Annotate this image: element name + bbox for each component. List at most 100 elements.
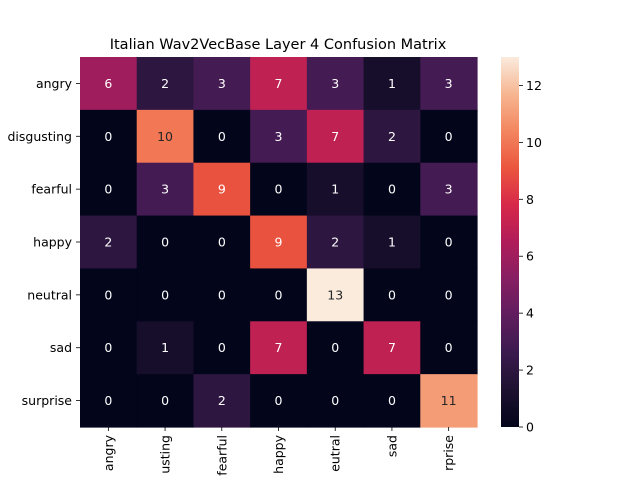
heatmap-cell bbox=[363, 109, 421, 164]
x-tick-label: sad bbox=[384, 435, 399, 457]
x-tick-label: usting bbox=[158, 435, 173, 474]
heatmap-cell bbox=[80, 57, 138, 111]
colorbar: 0 2 4 6 8 10 12 bbox=[501, 57, 542, 435]
x-tick-label: angry bbox=[101, 434, 116, 471]
heatmap-cell bbox=[80, 321, 138, 375]
cell-value-label: 2 bbox=[161, 76, 169, 91]
heatmap-cell bbox=[80, 162, 138, 217]
heatmap-cell bbox=[363, 374, 421, 428]
heatmap-cell bbox=[250, 374, 308, 428]
cell-value-label: 6 bbox=[104, 76, 112, 91]
colorbar-tick-label: 0 bbox=[526, 420, 534, 435]
cell-value-label: 0 bbox=[104, 287, 112, 302]
cell-value-label: 0 bbox=[275, 287, 283, 302]
colorbar-tick-label: 8 bbox=[526, 192, 534, 207]
heatmap-cell bbox=[193, 57, 251, 111]
heatmap-cell bbox=[420, 321, 478, 375]
cell-value-label: 2 bbox=[104, 235, 112, 250]
cell-value-label: 7 bbox=[331, 129, 339, 144]
y-tick-label: happy bbox=[33, 235, 72, 250]
cell-value-label: 13 bbox=[327, 287, 343, 302]
cell-value-label: 7 bbox=[275, 76, 283, 91]
cell-value-label: 1 bbox=[388, 76, 396, 91]
heatmap-cell bbox=[193, 268, 251, 322]
heatmap-cell bbox=[363, 268, 421, 322]
heatmap-cell bbox=[363, 162, 421, 217]
cell-value-label: 10 bbox=[157, 129, 173, 144]
heatmap-cell bbox=[420, 109, 478, 164]
heatmap-cell bbox=[420, 268, 478, 322]
cell-value-label: 0 bbox=[161, 393, 169, 408]
cell-value-label: 3 bbox=[445, 76, 453, 91]
cell-value-label: 0 bbox=[331, 393, 339, 408]
y-axis-ticks: angry disgusting fearful happy neutral sad sur… bbox=[7, 76, 80, 408]
heatmap-cell bbox=[193, 374, 251, 428]
cell-value-label: 0 bbox=[161, 235, 169, 250]
cell-value-label: 0 bbox=[161, 287, 169, 302]
y-tick-label: angry bbox=[36, 76, 73, 91]
colorbar-tick-label: 4 bbox=[526, 306, 534, 321]
heatmap-cell bbox=[250, 321, 308, 375]
heatmap-cell bbox=[193, 321, 251, 375]
heatmap-cell bbox=[136, 374, 195, 428]
colorbar-tick-label: 2 bbox=[526, 363, 534, 378]
cell-value-label: 3 bbox=[331, 76, 339, 91]
heatmap-cell bbox=[420, 162, 478, 217]
heatmap-cell bbox=[363, 57, 421, 111]
heatmap-cell bbox=[136, 215, 195, 270]
y-tick-label: surprise bbox=[22, 393, 73, 408]
cell-value-label: 0 bbox=[104, 340, 112, 355]
cell-value-label: 0 bbox=[104, 129, 112, 144]
cell-value-label: 1 bbox=[161, 340, 169, 355]
heatmap-cell bbox=[306, 268, 365, 322]
heatmap-cell bbox=[250, 57, 308, 111]
cell-value-label: 0 bbox=[388, 287, 396, 302]
heatmap-cell bbox=[193, 109, 251, 164]
heatmap-cell bbox=[306, 162, 365, 217]
cell-value-label: 0 bbox=[445, 235, 453, 250]
cell-value-label: 0 bbox=[218, 287, 226, 302]
heatmap-cell bbox=[420, 215, 478, 270]
cell-value-label: 0 bbox=[218, 235, 226, 250]
heatmap-cell bbox=[80, 215, 138, 270]
cell-value-label: 3 bbox=[161, 182, 169, 197]
heatmap-cell bbox=[136, 268, 195, 322]
x-tick-label: happy bbox=[271, 434, 286, 473]
heatmap-cell bbox=[306, 109, 365, 164]
cell-value-label: 0 bbox=[218, 340, 226, 355]
cell-value-label: 0 bbox=[275, 182, 283, 197]
cell-value-label: 0 bbox=[388, 393, 396, 408]
y-tick-label: disgusting bbox=[7, 129, 72, 144]
cell-value-label: 0 bbox=[445, 340, 453, 355]
y-tick-label: neutral bbox=[27, 287, 72, 302]
cell-value-label: 1 bbox=[331, 182, 339, 197]
heatmap-cell bbox=[420, 57, 478, 111]
cell-value-label: 11 bbox=[441, 393, 457, 408]
y-tick-label: fearful bbox=[31, 182, 72, 197]
heatmap-cell bbox=[136, 57, 195, 111]
heatmap-cell bbox=[193, 215, 251, 270]
cell-value-label: 7 bbox=[388, 340, 396, 355]
cell-value-label: 2 bbox=[218, 393, 226, 408]
colorbar-tick-label: 12 bbox=[526, 78, 542, 93]
y-tick-label: sad bbox=[50, 340, 72, 355]
heatmap-cell bbox=[250, 215, 308, 270]
heatmap-cell bbox=[136, 321, 195, 375]
heatmap-cell bbox=[250, 109, 308, 164]
heatmap-cell bbox=[420, 374, 478, 428]
cell-value-label: 3 bbox=[445, 182, 453, 197]
cell-value-label: 0 bbox=[218, 129, 226, 144]
heatmap-cell bbox=[250, 162, 308, 217]
heatmap-cell bbox=[193, 162, 251, 217]
cell-value-label: 2 bbox=[388, 129, 396, 144]
cell-value-label: 0 bbox=[445, 129, 453, 144]
cell-value-label: 0 bbox=[275, 393, 283, 408]
chart-title: Italian Wav2VecBase Layer 4 Confusion Ma… bbox=[110, 37, 447, 53]
heatmap-cell bbox=[80, 374, 138, 428]
cell-value-label: 9 bbox=[275, 235, 283, 250]
heatmap-cell bbox=[306, 57, 365, 111]
cell-value-label: 9 bbox=[218, 182, 226, 197]
x-tick-label: rprise bbox=[441, 435, 456, 471]
heatmap-cell bbox=[363, 321, 421, 375]
